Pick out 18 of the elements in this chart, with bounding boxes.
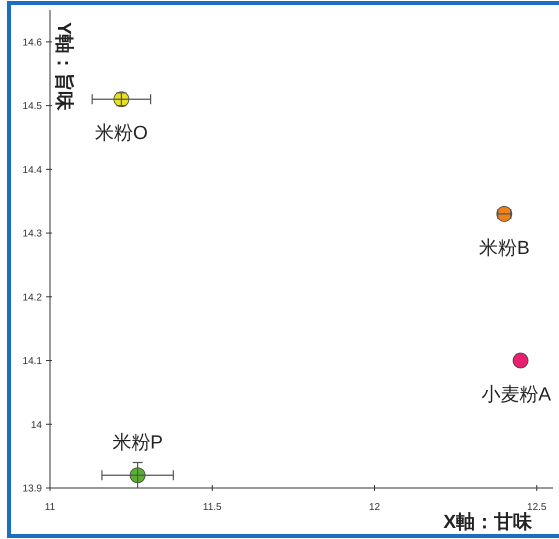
series-label: 小麦粉A (481, 384, 552, 406)
y-tick-label: 14 (30, 420, 42, 431)
y-tick-label: 14.1 (22, 356, 42, 368)
y-tick-label: 14.3 (22, 228, 42, 240)
x-axis-title: X軸：甘味 (443, 511, 533, 533)
x-tick-label: 11 (44, 502, 56, 513)
x-tick-label: 11.5 (202, 502, 222, 513)
y-tick-label: 14.4 (22, 164, 42, 176)
y-tick-label: 14.6 (22, 37, 42, 48)
x-tick-label: 12 (368, 502, 381, 513)
y-axis-title: Y軸：旨味 (53, 22, 75, 112)
series-label: 米粉P (112, 432, 163, 454)
y-tick-label: 13.9 (22, 484, 42, 494)
y-tick-label: 14.5 (22, 101, 42, 112)
series-label: 米粉B (478, 238, 530, 259)
y-tick-label: 14.2 (22, 292, 42, 304)
x-tick-label: 12.5 (527, 502, 547, 513)
series-label: 米粉O (95, 123, 148, 144)
